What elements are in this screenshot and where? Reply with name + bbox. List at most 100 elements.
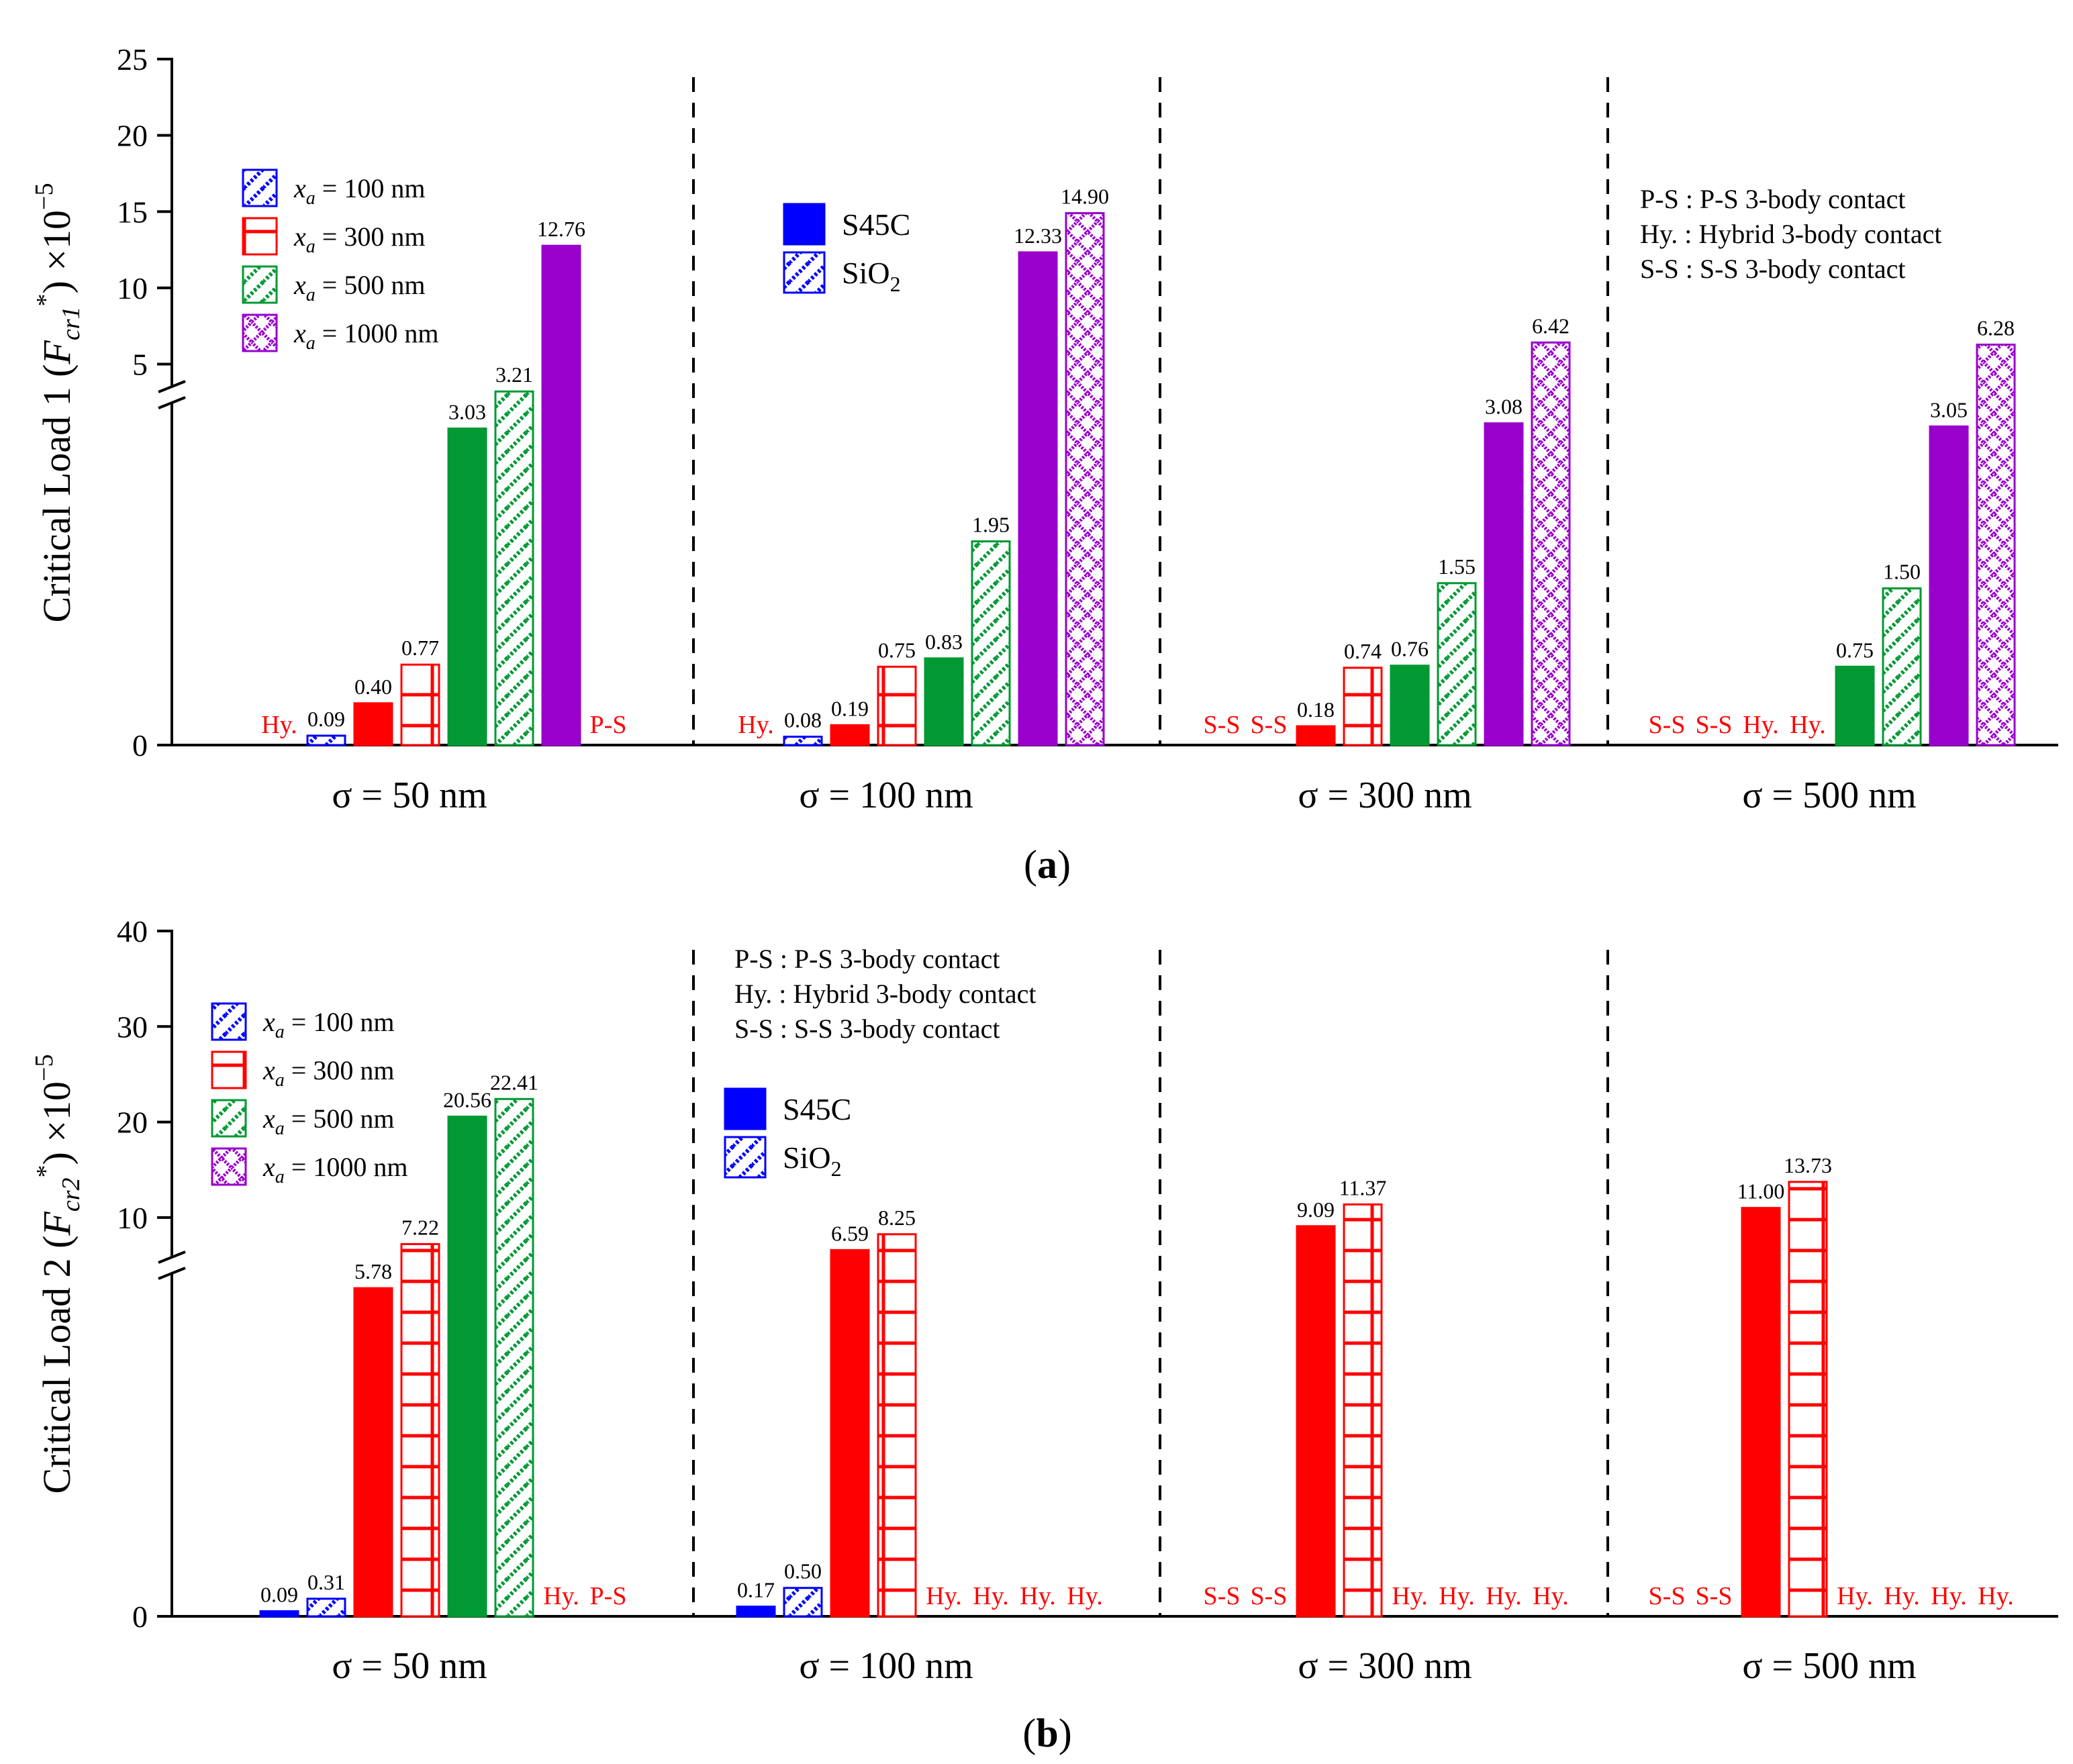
contact-type-label: Hy. xyxy=(926,1582,961,1610)
bar xyxy=(736,1606,776,1618)
contact-legend-line: Hy. : Hybrid 3-body contact xyxy=(734,979,1036,1009)
bar-value-label: 0.18 xyxy=(1297,697,1335,722)
bar-value-label: 0.74 xyxy=(1344,639,1382,663)
bar-value-label: 1.95 xyxy=(972,513,1010,537)
bar xyxy=(353,702,393,746)
contact-type-label: Hy. xyxy=(261,711,297,739)
legend-label: xa = 100 nm xyxy=(293,173,425,209)
bar xyxy=(924,657,964,746)
bar-value-label: 0.09 xyxy=(260,1582,298,1606)
bar xyxy=(1018,251,1058,746)
bar-value-label: 8.25 xyxy=(878,1206,916,1230)
legend-label-sio2: SiO2 xyxy=(783,1140,842,1181)
y-tick-label: 25 xyxy=(117,42,148,77)
legend-label: xa = 500 nm xyxy=(293,270,425,305)
contact-type-label: Hy. xyxy=(1392,1582,1427,1610)
bar-value-label: 0.08 xyxy=(784,708,822,732)
contact-legend-line: P-S : P-S 3-body contact xyxy=(734,944,1000,974)
legend-label: xa = 300 nm xyxy=(293,222,425,257)
legend-swatch-s45c xyxy=(724,1087,767,1130)
bar xyxy=(783,1587,823,1618)
bar xyxy=(1390,665,1430,746)
bar-value-label: 0.31 xyxy=(307,1570,345,1594)
contact-type-label: P-S xyxy=(590,1582,627,1610)
bar-value-label: 0.83 xyxy=(925,630,963,654)
legend-swatch xyxy=(242,313,278,352)
contact-type-label: Hy. xyxy=(738,711,773,739)
contact-legend-a: P-S : P-S 3-body contact Hy. : Hybrid 3-b… xyxy=(1640,184,1942,284)
category-label: σ = 300 nm xyxy=(1298,1645,1472,1687)
contact-type-label: S-S xyxy=(1696,711,1733,739)
bar xyxy=(447,427,487,746)
bar-value-label: 0.50 xyxy=(784,1559,822,1583)
y-tick-label: 20 xyxy=(117,119,148,153)
bar xyxy=(259,1610,299,1618)
bar-value-label: 3.05 xyxy=(1930,397,1968,422)
bar xyxy=(1882,587,1922,746)
bar xyxy=(1929,425,1969,746)
category-label: σ = 500 nm xyxy=(1742,775,1916,816)
bar xyxy=(447,1116,487,1618)
bar-value-label: 14.90 xyxy=(1061,185,1109,209)
bar-value-label: 12.76 xyxy=(537,217,585,241)
bar-value-label: 22.41 xyxy=(490,1070,538,1094)
y-axis-label: Critical Load 1 (Fcr1*) ×10−5 xyxy=(30,183,85,623)
contact-type-label: S-S xyxy=(1204,1582,1241,1610)
bar-value-label: 11.37 xyxy=(1339,1175,1387,1199)
legend-swatch xyxy=(242,217,278,256)
category-label: σ = 100 nm xyxy=(799,775,973,816)
contact-type-label: Hy. xyxy=(1790,711,1825,739)
contact-type-label: Hy. xyxy=(1486,1582,1521,1610)
contact-legend-line: S-S : S-S 3-body contact xyxy=(1640,254,1906,284)
bar-value-label: 6.28 xyxy=(1977,315,2015,340)
category-label: σ = 50 nm xyxy=(332,775,487,816)
bar-value-label: 12.33 xyxy=(1014,224,1062,248)
bar-value-label: 0.77 xyxy=(401,636,439,660)
category-label: σ = 300 nm xyxy=(1298,775,1472,816)
bar-value-label: 0.76 xyxy=(1391,637,1429,661)
bar-value-label: 0.19 xyxy=(831,696,869,720)
contact-type-label: S-S xyxy=(1649,711,1686,739)
legend-swatch-s45c xyxy=(783,203,826,246)
legend-label: xa = 1000 nm xyxy=(262,1152,407,1187)
bar-value-label: 9.09 xyxy=(1297,1197,1335,1222)
bar xyxy=(1976,343,2016,746)
bar-value-label: 20.56 xyxy=(443,1088,491,1112)
legend-swatch xyxy=(211,1147,247,1186)
category-label: σ = 50 nm xyxy=(332,1645,487,1687)
bar-value-label: 3.21 xyxy=(495,362,533,387)
bar xyxy=(400,1242,440,1618)
bar xyxy=(541,244,581,746)
legend-swatch xyxy=(211,1050,247,1089)
bar-value-label: 0.17 xyxy=(737,1578,775,1602)
bar-value-label: 7.22 xyxy=(401,1215,439,1239)
bar xyxy=(1343,1203,1383,1618)
bar xyxy=(1835,665,1875,746)
panel-label: (b) xyxy=(1022,1711,1071,1755)
bar xyxy=(1741,1207,1781,1618)
bar-value-label: 0.40 xyxy=(354,675,392,699)
contact-type-label: Hy. xyxy=(1067,1582,1102,1610)
bar xyxy=(306,1598,346,1618)
bar xyxy=(1437,582,1477,746)
legend-label: xa = 500 nm xyxy=(262,1104,394,1139)
contact-type-label: S-S xyxy=(1204,711,1241,739)
bar-value-label: 1.50 xyxy=(1883,560,1921,584)
contact-type-label: S-S xyxy=(1251,1582,1288,1610)
bar xyxy=(971,540,1011,746)
y-tick-label: 0 xyxy=(132,1600,148,1634)
legend-swatch xyxy=(211,1099,247,1138)
category-label: σ = 500 nm xyxy=(1742,1645,1916,1687)
y-tick-label: 0 xyxy=(132,728,148,763)
axis-break-mark xyxy=(158,380,186,409)
contact-type-label: Hy. xyxy=(1533,1582,1568,1610)
bar-value-label: 0.09 xyxy=(307,707,345,731)
bar xyxy=(1484,422,1524,746)
bar-value-label: 0.75 xyxy=(1836,638,1874,662)
bar-value-label: 13.73 xyxy=(1784,1153,1832,1177)
bar xyxy=(494,390,534,746)
bar xyxy=(1343,667,1383,746)
contact-type-label: Hy. xyxy=(1978,1582,2013,1610)
category-label: σ = 100 nm xyxy=(799,1645,973,1687)
contact-legend-b: P-S : P-S 3-body contact Hy. : Hybrid 3-b… xyxy=(734,944,1036,1044)
